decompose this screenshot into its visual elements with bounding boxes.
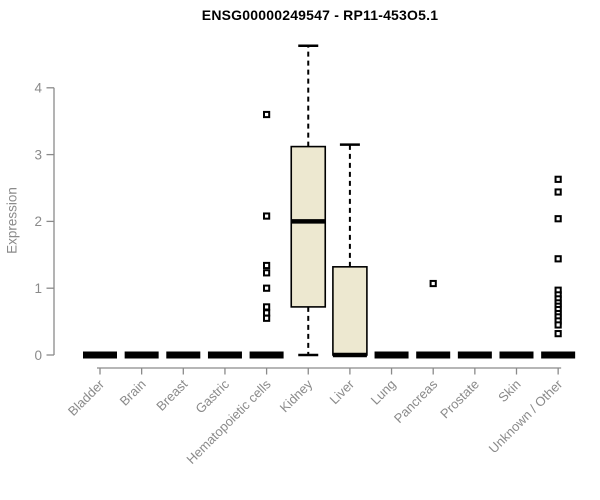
flat-box-breast — [166, 351, 201, 359]
chart-title: ENSG00000249547 - RP11-453O5.1 — [201, 7, 439, 23]
x-category-label-liver: Liver — [326, 376, 357, 407]
x-category-label-kidney: Kidney — [277, 376, 316, 415]
outlier-point-unknown-other — [554, 175, 562, 183]
outlier-point-unknown-other — [554, 188, 562, 196]
outlier-point-hematopoietic-cells — [263, 303, 271, 311]
x-category-label-brain: Brain — [117, 377, 149, 409]
x-category-label-pancreas: Pancreas — [391, 376, 441, 426]
x-category-label-bladder: Bladder — [65, 376, 108, 419]
outlier-point-hematopoietic-cells — [263, 110, 271, 119]
outlier-point-unknown-other — [554, 215, 562, 223]
outlier-point-hematopoietic-cells — [263, 284, 271, 292]
flat-box-lung — [374, 351, 409, 359]
flat-box-bladder — [83, 351, 117, 359]
outlier-point-hematopoietic-cells — [263, 212, 271, 220]
x-category-label-lung: Lung — [368, 377, 399, 408]
outlier-point-hematopoietic-cells — [263, 314, 271, 322]
flat-box-hematopoietic-cells — [249, 351, 284, 359]
y-tick-label: 4 — [34, 81, 42, 96]
y-tick-label: 3 — [34, 147, 42, 162]
y-axis-label: Expression — [4, 187, 20, 254]
outlier-point-hematopoietic-cells — [263, 269, 271, 277]
y-tick-label: 2 — [34, 214, 42, 229]
outlier-point-hematopoietic-cells — [263, 261, 271, 270]
flat-box-gastric — [207, 351, 242, 359]
box-kidney — [290, 145, 327, 308]
y-tick-label: 1 — [34, 281, 42, 296]
outlier-point-pancreas — [429, 279, 437, 288]
x-category-label-prostate: Prostate — [437, 377, 482, 422]
flat-box-brain — [124, 351, 159, 359]
x-category-label-unknown-other: Unknown / Other — [486, 376, 566, 456]
flat-box-skin — [499, 351, 534, 359]
box-liver — [332, 266, 368, 356]
y-tick-label: 0 — [34, 348, 42, 363]
outlier-point-unknown-other — [554, 321, 562, 329]
x-category-label-gastric: Gastric — [192, 376, 232, 416]
flat-box-unknown-other — [541, 351, 576, 359]
flat-box-pancreas — [416, 351, 451, 359]
outlier-point-unknown-other — [554, 255, 562, 263]
x-category-label-skin: Skin — [495, 377, 523, 405]
flat-box-prostate — [457, 351, 492, 359]
x-category-label-breast: Breast — [153, 376, 190, 413]
outlier-point-unknown-other — [554, 330, 562, 338]
